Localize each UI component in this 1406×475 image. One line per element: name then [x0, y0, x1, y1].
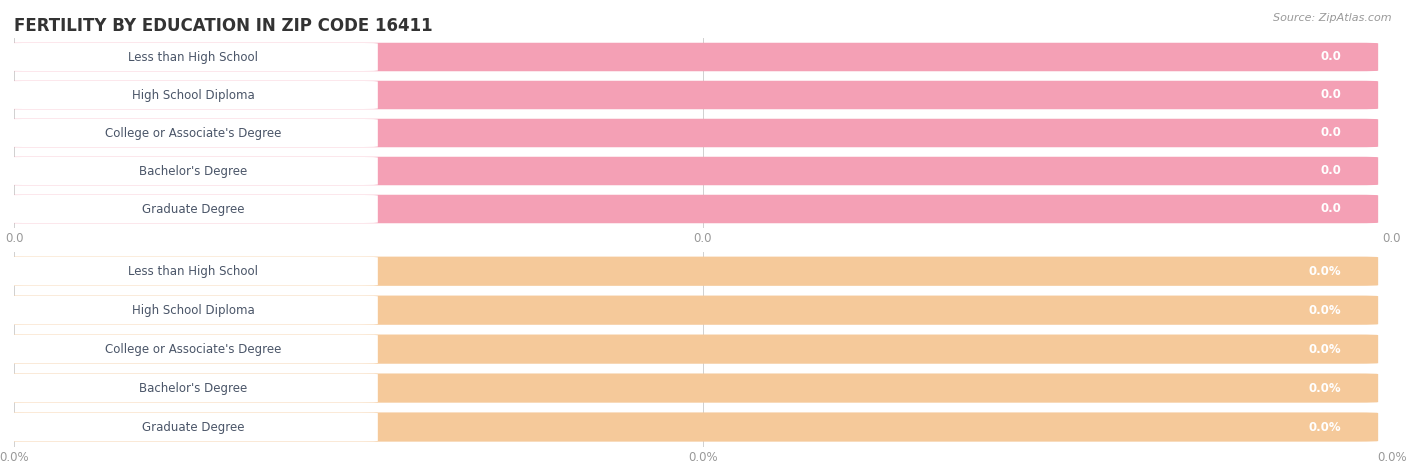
- Text: 0.0: 0.0: [1320, 126, 1341, 140]
- FancyBboxPatch shape: [0, 81, 1378, 109]
- Text: Less than High School: Less than High School: [128, 50, 259, 64]
- FancyBboxPatch shape: [8, 195, 378, 223]
- FancyBboxPatch shape: [8, 335, 378, 363]
- Text: High School Diploma: High School Diploma: [132, 88, 254, 102]
- Text: Bachelor's Degree: Bachelor's Degree: [139, 164, 247, 178]
- Text: 0.0%: 0.0%: [1309, 420, 1341, 434]
- Text: 0.0%: 0.0%: [1309, 304, 1341, 317]
- FancyBboxPatch shape: [0, 295, 1378, 325]
- Text: College or Associate's Degree: College or Associate's Degree: [105, 342, 281, 356]
- Text: Source: ZipAtlas.com: Source: ZipAtlas.com: [1274, 13, 1392, 23]
- FancyBboxPatch shape: [0, 119, 1378, 147]
- FancyBboxPatch shape: [0, 256, 1378, 286]
- FancyBboxPatch shape: [8, 43, 378, 71]
- Text: College or Associate's Degree: College or Associate's Degree: [105, 126, 281, 140]
- FancyBboxPatch shape: [8, 296, 378, 324]
- Text: 0.0: 0.0: [1320, 164, 1341, 178]
- FancyBboxPatch shape: [0, 373, 1378, 403]
- Text: 0.0: 0.0: [1320, 202, 1341, 216]
- Text: Graduate Degree: Graduate Degree: [142, 420, 245, 434]
- FancyBboxPatch shape: [0, 412, 1378, 442]
- FancyBboxPatch shape: [0, 334, 1378, 364]
- Text: Graduate Degree: Graduate Degree: [142, 202, 245, 216]
- Text: High School Diploma: High School Diploma: [132, 304, 254, 317]
- FancyBboxPatch shape: [8, 257, 378, 285]
- Text: 0.0: 0.0: [1320, 50, 1341, 64]
- FancyBboxPatch shape: [8, 157, 378, 185]
- FancyBboxPatch shape: [0, 43, 1378, 71]
- FancyBboxPatch shape: [8, 81, 378, 109]
- FancyBboxPatch shape: [8, 413, 378, 441]
- Text: 0.0%: 0.0%: [1309, 381, 1341, 395]
- FancyBboxPatch shape: [8, 119, 378, 147]
- Text: Less than High School: Less than High School: [128, 265, 259, 278]
- Text: 0.0: 0.0: [1320, 88, 1341, 102]
- FancyBboxPatch shape: [0, 195, 1378, 223]
- Text: 0.0%: 0.0%: [1309, 265, 1341, 278]
- Text: Bachelor's Degree: Bachelor's Degree: [139, 381, 247, 395]
- Text: FERTILITY BY EDUCATION IN ZIP CODE 16411: FERTILITY BY EDUCATION IN ZIP CODE 16411: [14, 17, 433, 35]
- FancyBboxPatch shape: [8, 374, 378, 402]
- FancyBboxPatch shape: [0, 157, 1378, 185]
- Text: 0.0%: 0.0%: [1309, 342, 1341, 356]
